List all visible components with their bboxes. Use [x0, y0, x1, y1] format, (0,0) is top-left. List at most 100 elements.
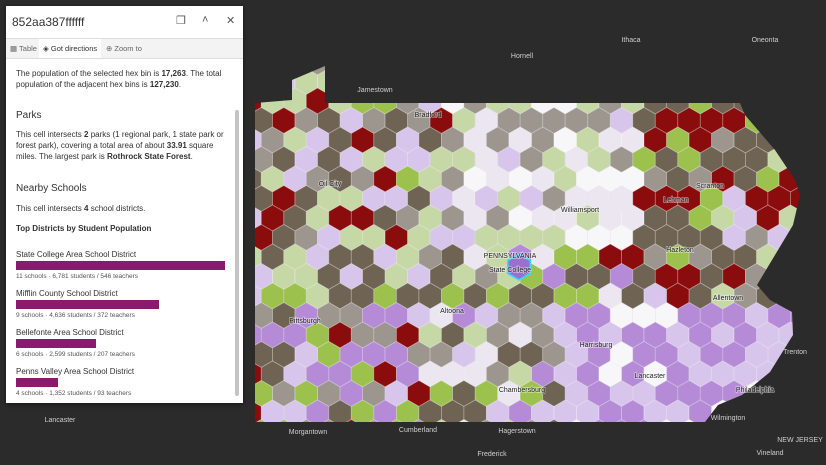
- hex-bin: [790, 68, 800, 95]
- hex-bin: [654, 68, 679, 95]
- school-detail: 6 schools · 2,599 students / 207 teacher…: [16, 351, 135, 358]
- text: 2: [84, 130, 89, 139]
- hex-bin: [440, 66, 465, 76]
- hex-bin: [350, 66, 375, 76]
- text: 127,230: [149, 80, 179, 89]
- hex-bin: [598, 66, 622, 76]
- place-label: Pittsburgh: [289, 318, 321, 325]
- place-label: Altoona: [440, 308, 464, 315]
- dock-button[interactable]: ❐: [176, 15, 186, 27]
- hex-bin: [778, 66, 800, 76]
- hex-bin: [429, 419, 454, 422]
- place-label: Ithaca: [621, 37, 640, 44]
- text: 4: [84, 204, 89, 213]
- hex-bin: [621, 66, 645, 76]
- hex-bin: [813, 225, 826, 251]
- hex-bin: [802, 322, 825, 348]
- hex-bin: [632, 419, 656, 422]
- place-label: Scranton: [696, 183, 724, 190]
- hex-bin: [395, 66, 420, 76]
- hex-bin: [407, 68, 431, 95]
- place-label: Lancaster: [45, 417, 76, 424]
- place-label: PENNSYLVANIA: [484, 253, 537, 260]
- hex-bin: [813, 342, 826, 368]
- parks-text: This cell intersects 2 parks (1 regional…: [16, 129, 231, 162]
- hex-bin: [790, 224, 800, 251]
- hex-bin: [802, 400, 825, 426]
- place-label: Lancaster: [635, 373, 666, 380]
- place-label: Bradford: [415, 112, 442, 119]
- hex-bin: [373, 66, 397, 76]
- hex-bin: [802, 361, 825, 387]
- hex-bin: [654, 419, 679, 422]
- hex-bin: [587, 419, 611, 422]
- hex-bin: [745, 419, 769, 422]
- hex-bin: [255, 68, 273, 95]
- place-label: Allentown: [713, 295, 743, 302]
- hex-bin: [272, 68, 296, 95]
- hex-bin: [677, 68, 701, 95]
- hex-bin: [813, 108, 826, 134]
- hex-bin: [609, 68, 634, 95]
- tab[interactable]: ◈ Got directions: [39, 39, 102, 58]
- hex-bin: [767, 68, 791, 95]
- hex-bin: [418, 66, 442, 76]
- intro: The population of the selected hex bin i…: [16, 68, 231, 90]
- heading: Nearby Schools: [16, 183, 87, 194]
- text: 17,263: [161, 69, 186, 78]
- hex-bin: [632, 68, 656, 95]
- hex-bin: [429, 68, 454, 95]
- hex-bin: [564, 419, 589, 422]
- text: . The total population of the adjacent h…: [16, 69, 222, 89]
- place-label: Wilmington: [711, 415, 746, 422]
- heading: Parks: [16, 110, 42, 121]
- hex-bin: [542, 419, 566, 422]
- scrollbar[interactable]: [235, 110, 239, 396]
- hex-bin: [666, 66, 690, 76]
- school-name: Penns Valley Area School District: [16, 367, 135, 376]
- hex-bin: [463, 66, 487, 76]
- hex-bin: [255, 419, 273, 422]
- text: This cell intersects: [16, 204, 85, 213]
- hex-bin: [722, 419, 746, 422]
- place-label: Chambersburg: [499, 387, 545, 394]
- hex-bin: [384, 419, 409, 422]
- hex-bin: [328, 66, 352, 76]
- place-label: Oneonta: [752, 37, 779, 44]
- hex-bin: [407, 419, 431, 422]
- hex-bin: [497, 68, 521, 95]
- collapse-button[interactable]: ˄: [202, 14, 209, 26]
- hex-bin: [778, 87, 800, 115]
- tab[interactable]: ⊕ Zoom to: [106, 44, 142, 53]
- popup: 852aa387ffffff ❐ ˄ ✕ ▦ Table ◈ Got direc…: [6, 6, 243, 403]
- hex-bin: [733, 66, 757, 76]
- hex-bin: [790, 380, 800, 407]
- hex-bin: [790, 107, 800, 134]
- selected-hex: [506, 253, 532, 281]
- hex-bin: [609, 419, 634, 422]
- place-label: Hazleton: [666, 247, 694, 254]
- school-name: Bellefonte Area School District: [16, 328, 124, 337]
- hex-bin: [778, 399, 800, 422]
- hex-bin: [587, 68, 611, 95]
- hex-bin: [677, 419, 701, 422]
- hex-bin: [452, 68, 476, 95]
- tab[interactable]: ▦ Table: [10, 44, 37, 53]
- text: parks (1 regional park, 1 state park or …: [16, 130, 224, 150]
- text: .: [190, 152, 193, 161]
- hex-bin: [553, 66, 577, 76]
- hex-bin: [643, 66, 667, 76]
- place-label: NEW JERSEY: [777, 437, 823, 444]
- hex-bin: [790, 302, 800, 329]
- hex-bin: [802, 205, 825, 231]
- place-label: Williamsport: [561, 207, 599, 214]
- school-detail: 4 schools · 1,352 students / 93 teachers: [16, 390, 132, 397]
- tab-label: Table: [19, 44, 37, 53]
- hex-bin: [802, 283, 825, 309]
- hex-bin: [802, 166, 825, 192]
- hex-bin: [813, 303, 826, 329]
- close-button[interactable]: ✕: [226, 15, 236, 27]
- hex-bin: [294, 419, 318, 422]
- hex-bin: [699, 68, 724, 95]
